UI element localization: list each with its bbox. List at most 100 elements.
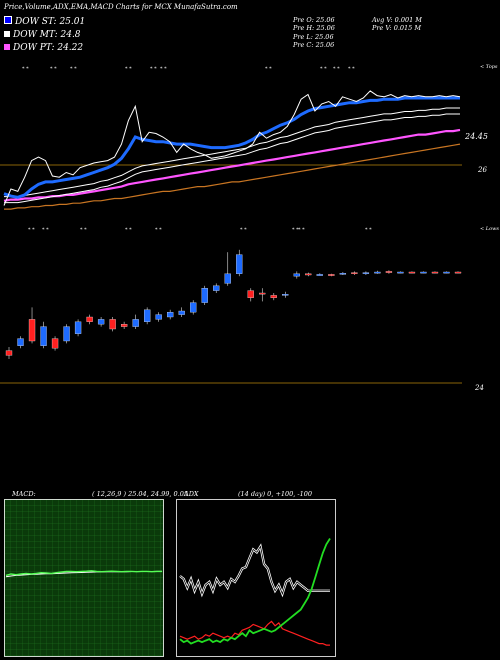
top-marker: * * bbox=[160, 66, 167, 72]
macd-title: MACD: bbox=[12, 490, 36, 498]
candle-body bbox=[374, 271, 381, 274]
ohlc-high: Pre H: 25.06 bbox=[293, 24, 335, 32]
candle-body bbox=[144, 309, 151, 322]
macd-grid bbox=[4, 499, 164, 657]
legend-dow-pt-label: DOW PT: 24.22 bbox=[13, 43, 84, 53]
candle-body bbox=[454, 271, 462, 274]
top-marker: * * bbox=[22, 66, 29, 72]
upper-level-label: 24.45 bbox=[464, 132, 488, 141]
adx-panel bbox=[176, 499, 336, 657]
legend-swatch-dow-pt bbox=[4, 44, 10, 50]
low-marker: * * bbox=[240, 227, 247, 233]
low-marker: * * bbox=[365, 227, 372, 233]
candle-body bbox=[17, 338, 24, 346]
candle-body bbox=[86, 316, 93, 322]
candle-body bbox=[443, 271, 450, 274]
candle-body bbox=[270, 295, 277, 298]
candle-body bbox=[155, 314, 162, 320]
top-marker: * * bbox=[320, 66, 327, 72]
dow-st-line bbox=[3, 96, 460, 199]
low-marker: * * bbox=[298, 227, 305, 233]
candle-body bbox=[63, 326, 70, 342]
low-marker: * * bbox=[80, 227, 87, 233]
candle-body bbox=[109, 319, 116, 330]
adx-di-minus-line bbox=[179, 620, 330, 646]
legend-dow-st-label: DOW ST: 25.01 bbox=[15, 17, 86, 27]
candle-body bbox=[51, 338, 59, 349]
legend-swatch-dow-st bbox=[4, 16, 12, 24]
top-marker: * * bbox=[70, 66, 77, 72]
close-price-line bbox=[3, 90, 461, 206]
lower-level-label: 26 bbox=[477, 166, 487, 174]
top-marker: * * bbox=[150, 66, 157, 72]
candle-body bbox=[97, 319, 105, 325]
candle-body bbox=[397, 271, 404, 274]
adx-frame bbox=[176, 499, 336, 657]
adx-params: (14 day) 0, +100, -100 bbox=[238, 490, 313, 498]
dow-mt-line-lower bbox=[4, 113, 460, 204]
low-marker: * * bbox=[125, 227, 132, 233]
candle-body bbox=[339, 273, 347, 275]
candle-body bbox=[316, 274, 323, 276]
low-marker: * * bbox=[155, 227, 162, 233]
candle-body bbox=[328, 274, 335, 276]
dow-mt-line-upper bbox=[4, 107, 460, 198]
legend-swatch-dow-mt bbox=[4, 31, 10, 37]
tops-label: < Tops bbox=[480, 64, 498, 70]
candle-body bbox=[362, 272, 370, 274]
legend-dow-st: DOW ST: 25.01 bbox=[4, 16, 85, 27]
candle-body bbox=[167, 312, 174, 318]
top-marker: * * bbox=[348, 66, 355, 72]
candle-body bbox=[247, 290, 254, 298]
ohlc-low: Pre L: 25.06 bbox=[293, 33, 334, 41]
ema-long-line bbox=[4, 143, 461, 210]
candle-body bbox=[282, 294, 289, 296]
candle-body bbox=[259, 292, 266, 295]
candle-body bbox=[5, 350, 13, 356]
dow-pt-line bbox=[3, 128, 461, 202]
candle-body bbox=[408, 271, 416, 274]
candle-body bbox=[132, 319, 139, 327]
candle-body bbox=[385, 271, 393, 273]
legend-dow-pt: DOW PT: 24.22 bbox=[4, 43, 83, 53]
candle-body bbox=[213, 285, 220, 291]
legend-dow-mt: DOW MT: 24.8 bbox=[4, 30, 81, 40]
pre-volume: Pre V: 0.015 M bbox=[372, 24, 422, 32]
candle-body bbox=[224, 273, 231, 284]
price-ema-panel: 24.45 26 < Tops < Lows * * * * * * * * * * * … bbox=[0, 64, 499, 233]
adx-di-plus-line bbox=[179, 538, 331, 645]
chart-title: Price,Volume,ADX,EMA,MACD Charts for MCX… bbox=[4, 3, 238, 11]
candle-body bbox=[201, 288, 208, 303]
candle-body bbox=[236, 254, 243, 274]
macd-panel bbox=[4, 499, 164, 657]
candle-body bbox=[74, 321, 82, 334]
candle-body bbox=[120, 324, 128, 327]
low-marker: * * bbox=[42, 227, 49, 233]
candle-body bbox=[40, 326, 47, 346]
legend-dow-mt-label: DOW MT: 24.8 bbox=[13, 30, 81, 40]
adx-background bbox=[176, 499, 336, 657]
candle-body bbox=[293, 273, 300, 277]
top-marker: * * bbox=[333, 66, 340, 72]
top-marker: * * bbox=[265, 66, 272, 72]
candle-body bbox=[431, 271, 439, 274]
ohlc-close: Pre C: 25.06 bbox=[293, 41, 335, 49]
adx-dx-line-inner bbox=[179, 545, 330, 595]
top-marker: * * bbox=[50, 66, 57, 72]
candle-body bbox=[190, 302, 197, 313]
adx-title: ADX bbox=[184, 490, 199, 498]
candle-level-label: 24 bbox=[474, 384, 484, 392]
avg-volume: Avg V: 0.001 M bbox=[372, 16, 422, 24]
candle-body bbox=[178, 310, 185, 315]
candle-body bbox=[28, 319, 36, 342]
lows-label: < Lows bbox=[480, 226, 499, 232]
low-marker: * * bbox=[292, 227, 299, 233]
macd-frame bbox=[4, 499, 164, 657]
ohlc-open: Pre O: 25.06 bbox=[293, 16, 335, 24]
macd-params: ( 12,26,9 ) 25.04, 24.99, 0.05 bbox=[92, 490, 189, 498]
macd-line bbox=[5, 570, 162, 577]
top-marker: * * bbox=[125, 66, 132, 72]
candle-body bbox=[351, 272, 358, 274]
candle-body bbox=[420, 271, 427, 274]
